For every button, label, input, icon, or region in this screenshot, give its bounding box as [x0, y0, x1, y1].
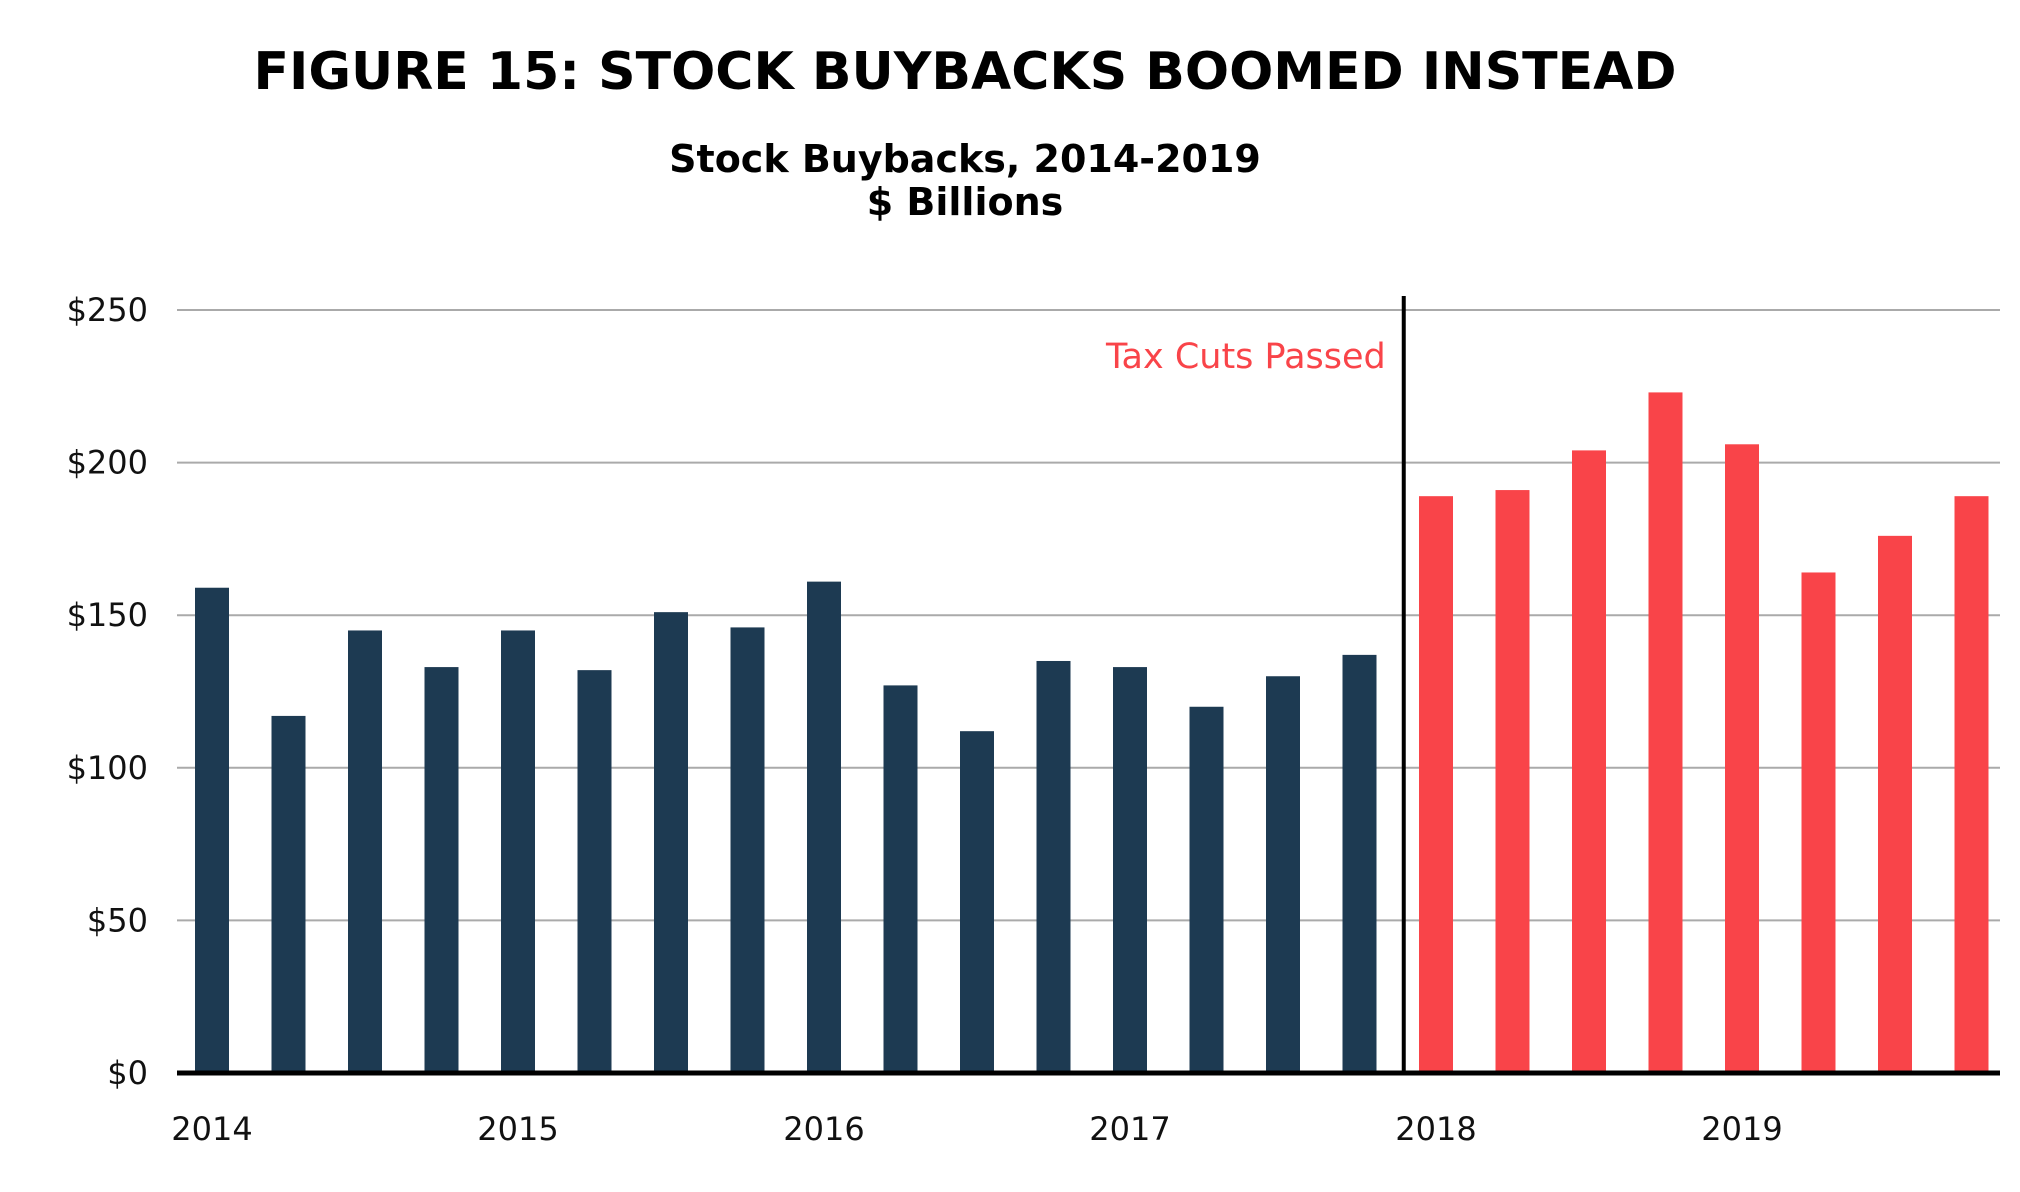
x-tick-label: 2019 — [1701, 1110, 1782, 1148]
x-tick-label: 2016 — [783, 1110, 864, 1148]
bar — [1036, 660, 1071, 1073]
y-tick-label: $150 — [67, 596, 148, 634]
bar — [195, 587, 229, 1073]
bar — [501, 630, 535, 1073]
bar — [1878, 535, 1912, 1073]
gridlines — [177, 309, 2000, 922]
bar — [654, 612, 688, 1073]
bar — [1342, 654, 1377, 1073]
y-tick-label: $50 — [87, 901, 148, 939]
annotation-label: Tax Cuts Passed — [1105, 337, 1386, 377]
y-tick-label: $250 — [67, 291, 148, 329]
bar — [424, 667, 459, 1073]
bar — [1113, 667, 1147, 1073]
bar — [960, 731, 994, 1073]
bar — [1495, 490, 1530, 1073]
chart-title: Stock Buybacks, 2014-2019 $ Billions — [0, 138, 1930, 224]
bar — [1801, 572, 1836, 1073]
bar — [1266, 676, 1300, 1073]
bar — [1419, 496, 1453, 1073]
bars — [195, 392, 1989, 1074]
chart-title-line2: $ Billions — [866, 180, 1064, 224]
y-tick-label: $0 — [107, 1054, 148, 1092]
bar — [1572, 450, 1606, 1074]
y-tick-label: $200 — [67, 444, 148, 482]
bar — [348, 630, 382, 1073]
annotation: Tax Cuts Passed — [1105, 296, 1406, 1073]
bar — [730, 627, 765, 1073]
bar — [1954, 496, 1989, 1073]
bar — [1189, 706, 1224, 1073]
bar — [1648, 392, 1683, 1073]
bar — [271, 715, 306, 1073]
x-tick-label: 2014 — [171, 1110, 252, 1148]
y-tick-label: $100 — [67, 749, 148, 787]
tick-labels: $0 $50 $100 $150 $200 $250 2014 2015 2016 2017 201… — [67, 291, 1783, 1148]
bar — [883, 685, 918, 1073]
x-tick-label: 2017 — [1089, 1110, 1170, 1148]
bar — [1725, 444, 1759, 1074]
chart-title-line1: Stock Buybacks, 2014-2019 — [669, 137, 1261, 181]
figure-title: FIGURE 15: STOCK BUYBACKS BOOMED INSTEAD — [253, 42, 1677, 102]
x-tick-label: 2015 — [477, 1110, 558, 1148]
bar — [807, 581, 841, 1073]
bar — [577, 670, 612, 1073]
x-tick-label: 2018 — [1395, 1110, 1476, 1148]
